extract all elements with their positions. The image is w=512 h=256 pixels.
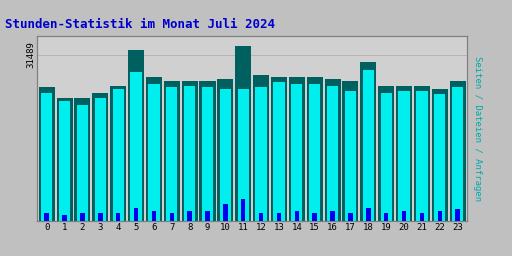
Bar	[110, 86, 126, 221]
Bar	[384, 213, 389, 221]
Bar	[223, 204, 228, 221]
Bar	[220, 89, 231, 221]
Bar	[169, 213, 174, 221]
Bar	[327, 86, 338, 221]
Bar	[80, 213, 84, 221]
Bar	[164, 81, 180, 221]
Bar	[366, 208, 371, 221]
Bar	[402, 211, 407, 221]
Bar	[434, 94, 445, 221]
Bar	[345, 91, 356, 221]
Bar	[128, 50, 144, 221]
Bar	[217, 79, 233, 221]
Text: Stunden-Statistik im Monat Juli 2024: Stunden-Statistik im Monat Juli 2024	[5, 18, 275, 31]
Bar	[273, 82, 285, 221]
Bar	[74, 98, 91, 221]
Bar	[438, 211, 442, 221]
Bar	[362, 70, 374, 221]
Bar	[307, 77, 323, 221]
Bar	[276, 213, 281, 221]
Bar	[148, 84, 160, 221]
Bar	[378, 86, 394, 221]
Bar	[348, 213, 353, 221]
Bar	[241, 199, 245, 221]
Bar	[116, 213, 120, 221]
Bar	[259, 213, 263, 221]
Bar	[41, 93, 52, 221]
Bar	[380, 93, 392, 221]
Bar	[452, 87, 463, 221]
Bar	[325, 79, 340, 221]
Bar	[146, 77, 162, 221]
Bar	[134, 208, 138, 221]
Bar	[92, 93, 109, 221]
Bar	[152, 211, 156, 221]
Bar	[166, 87, 177, 221]
Bar	[330, 211, 335, 221]
Bar	[294, 211, 299, 221]
Bar	[309, 84, 321, 221]
Bar	[291, 84, 303, 221]
Bar	[77, 105, 88, 221]
Bar	[455, 209, 460, 221]
Bar	[312, 213, 317, 221]
Bar	[396, 86, 412, 221]
Bar	[205, 211, 210, 221]
Bar	[255, 87, 267, 221]
Bar	[187, 211, 192, 221]
Bar	[182, 81, 198, 221]
Bar	[289, 77, 305, 221]
Bar	[38, 87, 55, 221]
Bar	[253, 75, 269, 221]
Bar	[62, 215, 67, 221]
Bar	[343, 81, 358, 221]
Bar	[235, 46, 251, 221]
Bar	[414, 86, 430, 221]
Bar	[131, 72, 142, 221]
Bar	[59, 101, 70, 221]
Bar	[200, 81, 216, 221]
Bar	[360, 62, 376, 221]
Bar	[420, 213, 424, 221]
Bar	[450, 81, 466, 221]
Bar	[45, 213, 49, 221]
Bar	[202, 87, 213, 221]
Bar	[56, 98, 73, 221]
Y-axis label: Seiten / Dateien / Anfragen: Seiten / Dateien / Anfragen	[473, 56, 482, 201]
Bar	[398, 91, 410, 221]
Bar	[432, 89, 448, 221]
Bar	[95, 98, 106, 221]
Bar	[113, 89, 124, 221]
Bar	[271, 77, 287, 221]
Bar	[238, 89, 249, 221]
Bar	[98, 213, 102, 221]
Bar	[184, 86, 195, 221]
Bar	[416, 91, 428, 221]
